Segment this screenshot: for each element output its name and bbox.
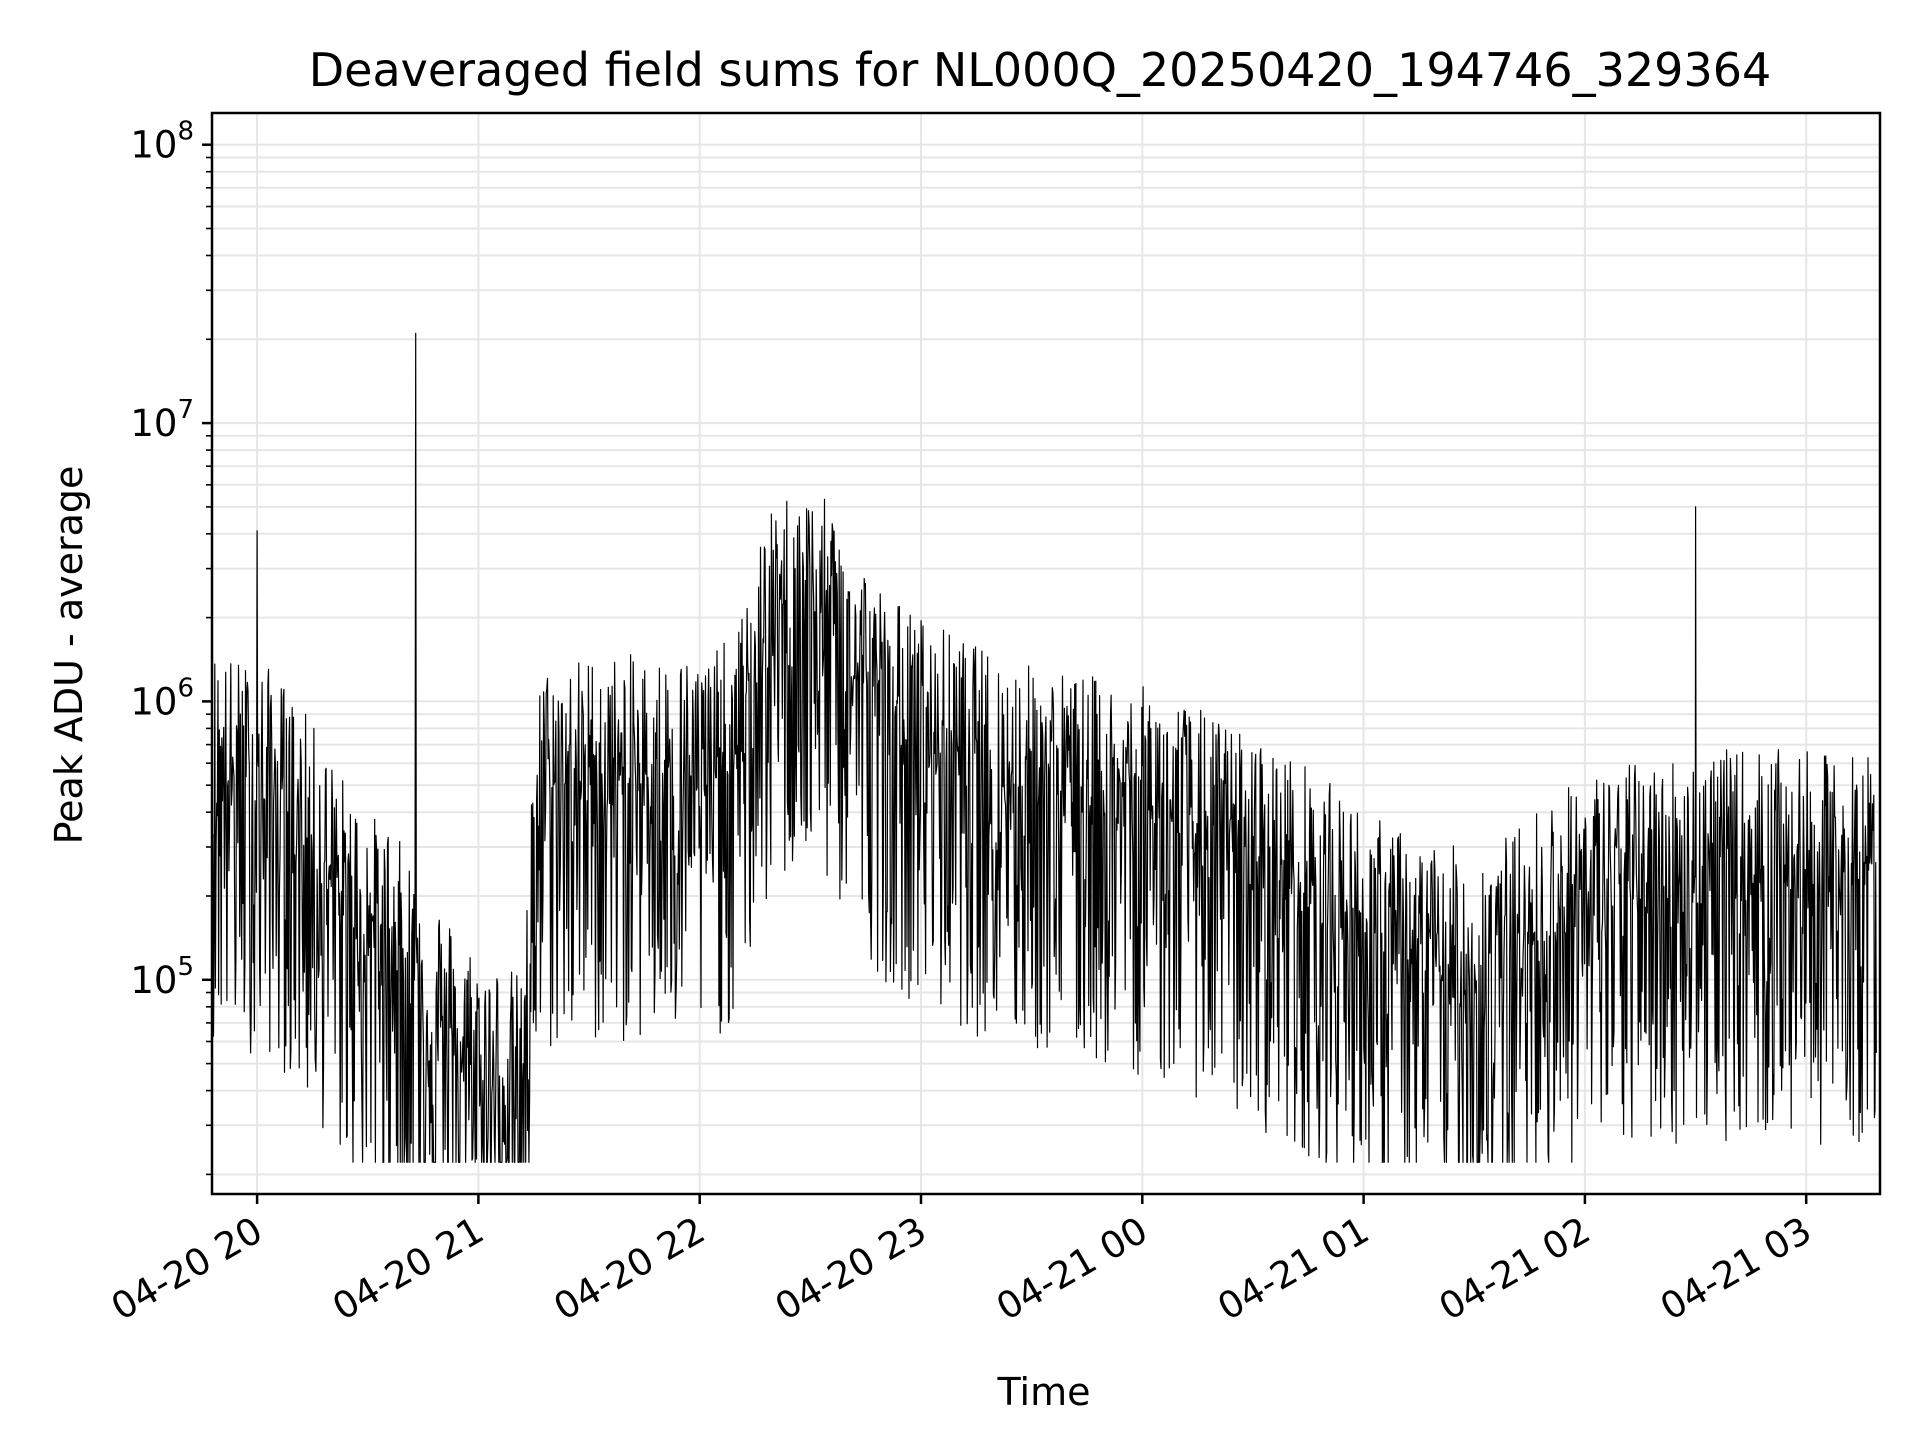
- y-tick-label: 105: [130, 952, 194, 1002]
- chart-title: Deaveraged field sums for NL000Q_2025042…: [309, 43, 1772, 97]
- y-axis-label: Peak ADU - average: [47, 466, 91, 845]
- y-tick-label: 108: [130, 117, 194, 167]
- series-line: [212, 332, 1877, 1163]
- plot-frame: [210, 111, 1882, 1196]
- y-tick-label: 107: [130, 395, 194, 445]
- series-layer: [212, 332, 1877, 1163]
- y-tick-label: 106: [130, 673, 194, 723]
- x-axis-label: Time: [997, 1370, 1091, 1414]
